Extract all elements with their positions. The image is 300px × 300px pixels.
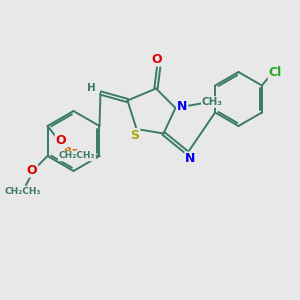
Text: Cl: Cl: [269, 66, 282, 80]
Text: N: N: [177, 100, 187, 113]
Text: Br: Br: [64, 146, 76, 157]
Text: O: O: [151, 52, 162, 66]
Text: CH₂CH₃: CH₂CH₃: [5, 187, 41, 196]
Text: CH₃: CH₃: [202, 97, 223, 107]
Text: H: H: [87, 82, 96, 93]
Text: O: O: [27, 164, 37, 177]
Text: N: N: [185, 152, 196, 166]
Text: CH₂CH₃: CH₂CH₃: [59, 152, 95, 160]
Text: O: O: [56, 134, 66, 148]
Text: S: S: [130, 129, 140, 142]
